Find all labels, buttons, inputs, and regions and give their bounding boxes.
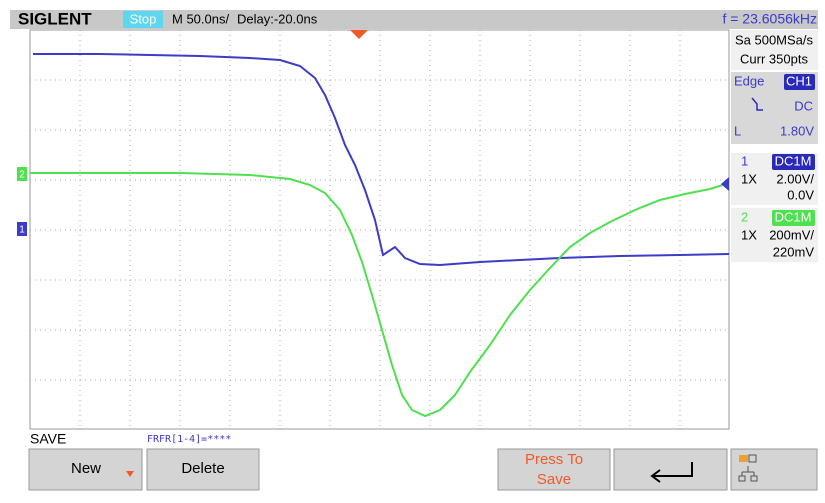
brand: SIGLENT (18, 9, 92, 28)
ch2-probe: 1X (741, 227, 757, 242)
trigger-source-box (784, 74, 815, 90)
acq-panel (731, 30, 818, 70)
timebase: M 50.0ns/ (172, 11, 229, 26)
top-bar (10, 10, 818, 29)
ch2-scale: 200mV/ (769, 227, 814, 242)
save-label[interactable]: Press To Save (525, 451, 583, 488)
new-button[interactable] (28, 448, 143, 491)
trigger-level-label: L (734, 123, 741, 138)
delay: Delay:-20.0ns (237, 11, 318, 26)
delete-button[interactable] (146, 448, 260, 491)
trigger-source: CH1 (786, 73, 812, 88)
ch2-marker (17, 167, 27, 181)
memory: Curr 350pts (740, 51, 808, 66)
ch1-probe: 1X (741, 171, 757, 186)
ch1-marker-label: 1 (19, 225, 25, 236)
save-button[interactable] (497, 448, 611, 491)
network-icon (738, 454, 758, 482)
trigger-type: Edge (734, 73, 764, 88)
graticule (29, 29, 730, 430)
trigger-coupling: DC (794, 98, 813, 113)
new-arrow (126, 471, 134, 477)
ch1-impedance-box (772, 154, 815, 170)
ch1-offset: 0.0V (787, 187, 814, 202)
ch2-trace (30, 172, 730, 418)
ch1-number: 1 (741, 153, 748, 168)
frequency: f = 23.6056kHz (722, 11, 817, 27)
ch2-impedance-box (772, 210, 815, 226)
back-icon (650, 462, 693, 483)
status: Stop (130, 11, 157, 26)
trigger-level: 1.80V (780, 123, 814, 138)
trigger-position (350, 30, 368, 39)
ch1-trace (33, 53, 730, 267)
edge-icon (751, 97, 763, 111)
ch1-impedance: DC1M (775, 153, 812, 168)
trigger-level-marker (721, 177, 729, 191)
ch2-number: 2 (741, 209, 748, 224)
back-button[interactable] (613, 448, 728, 491)
ch2-impedance: DC1M (775, 209, 812, 224)
menu-title: SAVE (30, 431, 66, 447)
sample-rate: Sa 500MSa/s (735, 32, 814, 47)
ch1-marker (17, 222, 27, 236)
ch1-scale: 2.00V/ (776, 171, 814, 186)
ch2-offset: 220mV (773, 244, 815, 259)
new-label[interactable]: New (71, 460, 101, 477)
ch2-marker-label: 2 (19, 170, 25, 181)
delete-label[interactable]: Delete (181, 460, 224, 477)
status-box (123, 11, 163, 28)
file-pattern: FRFR[1-4]=**** (147, 434, 231, 445)
